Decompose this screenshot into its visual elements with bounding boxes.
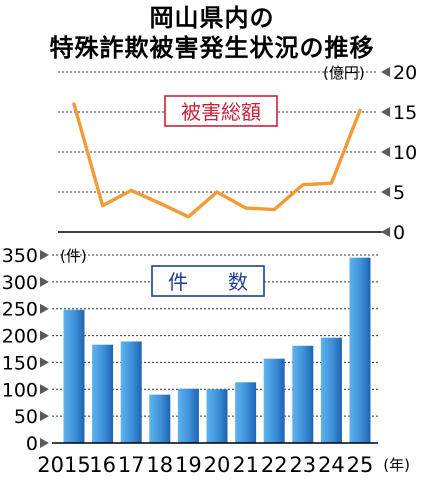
bar-y-tick-label: 300: [2, 272, 38, 294]
line-series-label: 被害総額: [181, 100, 261, 124]
case-count-bar: [63, 309, 85, 443]
chart-title-line1: 岡山県内の: [149, 4, 275, 32]
bar-tick-marker: [40, 357, 49, 368]
line-y-tick-label: 20: [393, 62, 417, 84]
x-tick-label: 21: [232, 453, 259, 477]
case-count-bar: [349, 257, 371, 443]
bar-y-tick-label: 150: [2, 352, 38, 374]
x-tick-label: 18: [146, 453, 173, 477]
x-tick-label: 16: [89, 453, 116, 477]
line-series-label-box: [164, 95, 278, 127]
bar-y-tick-label: 100: [2, 379, 38, 401]
bar-y-tick-label: 200: [2, 326, 38, 348]
bar-tick-marker: [40, 411, 49, 422]
line-y-tick-label: 0: [393, 222, 405, 244]
case-count-bar: [263, 358, 285, 443]
line-y-tick-label: 10: [393, 142, 417, 164]
bar-tick-marker: [40, 384, 49, 395]
line-tick-marker: [381, 147, 390, 157]
case-count-bar: [177, 388, 199, 443]
x-tick-label: 23: [289, 453, 316, 477]
bar-tick-marker: [40, 438, 49, 448]
x-tick-label: 2015: [37, 453, 90, 477]
case-count-bar: [320, 337, 342, 443]
line-tick-marker: [381, 67, 390, 77]
bar-tick-marker: [40, 330, 49, 341]
bar-tick-marker: [40, 250, 49, 260]
bar-y-tick-label: 0: [26, 433, 38, 455]
line-y-tick-label: 5: [393, 182, 405, 204]
bar-y-tick-label: 350: [2, 245, 38, 267]
case-count-bar: [120, 341, 142, 443]
x-tick-label: 25: [347, 453, 374, 477]
chart-title-line2: 特殊詐欺被害発生状況の推移: [49, 34, 375, 62]
bar-unit-label: (件): [60, 247, 87, 265]
line-y-tick-label: 15: [393, 102, 417, 124]
x-tick-label: 22: [261, 453, 288, 477]
x-tick-label: 17: [118, 453, 145, 477]
line-tick-marker: [381, 227, 390, 237]
x-unit-label: (年): [383, 456, 410, 474]
case-count-bar: [235, 382, 257, 443]
bar-series-label: 件 数: [168, 270, 248, 294]
line-tick-marker: [381, 107, 390, 117]
bar-y-tick-label: 50: [14, 406, 38, 428]
case-count-bar: [149, 394, 171, 443]
bar-tick-marker: [40, 303, 49, 314]
bar-y-tick-label: 250: [2, 299, 38, 321]
case-count-bar: [292, 345, 314, 443]
case-count-bar: [92, 344, 114, 443]
line-tick-marker: [381, 187, 390, 197]
bar-tick-marker: [40, 276, 49, 287]
bar-series-label-box: [151, 265, 265, 297]
case-count-bar: [206, 389, 228, 443]
x-tick-label: 19: [175, 453, 202, 477]
x-tick-label: 24: [318, 453, 345, 477]
line-unit-label: (億円): [323, 64, 365, 82]
x-tick-label: 20: [204, 453, 231, 477]
